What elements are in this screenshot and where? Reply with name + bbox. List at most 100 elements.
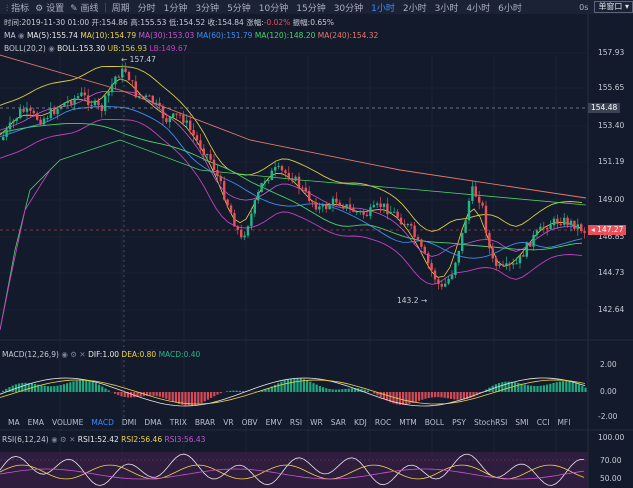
indicator-tab-volume[interactable]: VOLUME	[51, 418, 84, 427]
candle-body	[539, 226, 542, 231]
rsi1-value: RSI1:52.42	[77, 435, 119, 444]
macd-bar	[555, 382, 558, 392]
macd-bar	[238, 390, 241, 392]
indicators-button[interactable]: ⫶ 指标	[6, 1, 29, 14]
candle-body	[403, 224, 406, 226]
candle-body	[226, 199, 229, 206]
macd-dif-line	[0, 377, 586, 407]
interval-2[interactable]: 3分钟	[195, 3, 220, 14]
macd-bar	[517, 382, 520, 392]
macd-bar	[443, 392, 446, 398]
indicator-tab-rsi[interactable]: RSI	[289, 418, 303, 427]
macd-bar	[194, 392, 197, 405]
candle-body	[12, 120, 15, 123]
macd-bar	[478, 392, 481, 394]
macd-bar	[514, 382, 517, 392]
price-axis-label: 157.93	[598, 48, 625, 57]
indicator-tab-dma[interactable]: DMA	[144, 418, 162, 427]
rsi-settings-icon[interactable]: ◉ ⚙ ✕	[51, 435, 76, 444]
draw-button[interactable]: ✎ 画线	[70, 1, 98, 14]
macd-bar	[552, 382, 555, 392]
candle-body	[185, 120, 188, 123]
candle-body	[8, 122, 12, 130]
indicator-tab-mfi[interactable]: MFI	[557, 418, 571, 427]
settings-button[interactable]: ⚙ 设置	[35, 1, 64, 14]
indicator-tab-ema[interactable]: EMA	[27, 418, 44, 427]
macd-bar	[558, 381, 561, 392]
macd-bar	[475, 392, 478, 396]
macd-bar	[366, 390, 369, 392]
candle-body	[63, 102, 66, 107]
indicator-tab-obv[interactable]: OBV	[241, 418, 258, 427]
macd-bar	[184, 392, 187, 406]
indicator-tab-sar[interactable]: SAR	[330, 418, 346, 427]
macd-bar	[331, 389, 334, 392]
price-axis-label: 146.85	[598, 232, 625, 241]
ma-collapse-icon[interactable]: ◉	[18, 31, 25, 40]
indicator-tab-emv[interactable]: EMV	[265, 418, 282, 427]
macd-bar	[82, 379, 85, 392]
candle-body	[127, 71, 131, 81]
rsi2-value: RSI2:56.46	[121, 435, 163, 444]
interval-5[interactable]: 15分钟	[296, 3, 326, 14]
macd-bar	[94, 383, 97, 392]
macd-bar	[565, 380, 568, 392]
candle-body	[311, 200, 314, 203]
indicator-tab-macd[interactable]: MACD	[91, 418, 114, 427]
candle-body	[189, 120, 192, 130]
macd-axis-mid: 0.00	[600, 387, 617, 396]
macd-bar	[283, 380, 286, 392]
interval-8[interactable]: 2小时	[402, 3, 427, 14]
candle-body	[36, 113, 39, 120]
interval-3[interactable]: 5分钟	[227, 3, 251, 14]
indicator-tab-stochrsi[interactable]: StochRSI	[473, 418, 508, 427]
interval-4[interactable]: 10分钟	[258, 3, 289, 14]
macd-bar	[104, 388, 107, 392]
candle-body	[49, 108, 52, 119]
indicator-tab-ma[interactable]: MA	[8, 418, 20, 427]
macd-bar	[434, 392, 437, 398]
boll-collapse-icon[interactable]: ◉	[48, 44, 55, 53]
indicator-tab-dmi[interactable]: DMI	[121, 418, 137, 427]
candle-body	[90, 104, 93, 106]
candle-body	[440, 284, 443, 287]
interval-11[interactable]: 6小时	[498, 3, 522, 14]
rsi-axis-70: 70.00	[600, 456, 622, 465]
indicator-tab-psy[interactable]: PSY	[452, 418, 466, 427]
macd-bar	[277, 383, 280, 392]
indicator-tab-boll[interactable]: BOLL	[424, 418, 445, 427]
interval-6[interactable]: 30分钟	[333, 3, 364, 14]
macd-bar	[562, 381, 565, 392]
macd-bar	[427, 392, 430, 398]
boll-ub-value: UB:156.93	[107, 44, 147, 53]
indicator-tab-kdj[interactable]: KDJ	[353, 418, 367, 427]
indicator-tab-mtm[interactable]: MTM	[399, 418, 417, 427]
macd-bar	[389, 392, 392, 403]
candle-body	[529, 242, 532, 247]
rsi3-line	[0, 468, 585, 480]
interval-7[interactable]: 1小时	[371, 3, 395, 14]
indicator-tab-trix[interactable]: TRIX	[169, 418, 187, 427]
indicator-line	[0, 90, 583, 257]
indicator-tab-wr[interactable]: WR	[310, 418, 323, 427]
macd-bar	[155, 392, 158, 397]
candle-body	[372, 204, 375, 208]
indicator-tab-roc[interactable]: ROC	[374, 418, 392, 427]
interval-9[interactable]: 3小时	[434, 3, 459, 14]
interval-1[interactable]: 1分钟	[163, 3, 188, 14]
candle-body	[32, 110, 35, 114]
indicator-tab-vr[interactable]: VR	[223, 418, 234, 427]
interval-10[interactable]: 4小时	[466, 3, 491, 14]
macd-bar	[24, 382, 27, 392]
indicator-tab-brar[interactable]: BRAR	[194, 418, 216, 427]
candle-amplitude: 振幅:0.65%	[292, 18, 335, 27]
indicator-tab-cci[interactable]: CCI	[536, 418, 550, 427]
interval-0[interactable]: 分时	[137, 3, 156, 14]
macd-bar	[136, 392, 139, 397]
macd-bar	[520, 383, 523, 392]
candle-body	[144, 95, 148, 98]
indicator-tab-smi[interactable]: SMI	[515, 418, 529, 427]
macd-settings-icon[interactable]: ◉ ⚙ ✕	[61, 350, 86, 359]
macd-bar	[210, 392, 213, 398]
